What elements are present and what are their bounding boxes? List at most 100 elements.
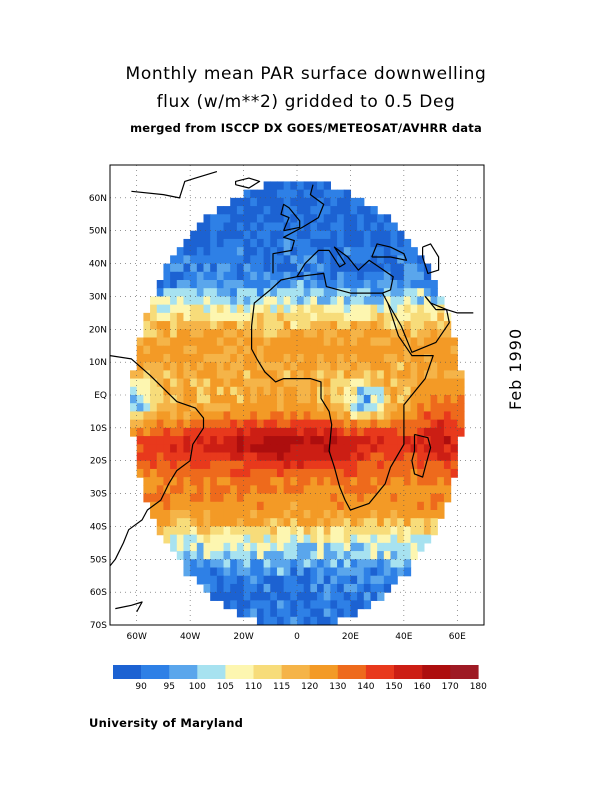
field-cell — [363, 304, 372, 314]
field-cell — [183, 419, 191, 429]
field-cell — [370, 353, 378, 363]
field-cell — [343, 485, 352, 495]
field-cell — [397, 468, 405, 478]
field-cell — [243, 608, 251, 618]
field-cell — [230, 510, 238, 519]
field-cell — [437, 312, 445, 322]
field-cell — [276, 510, 285, 519]
field-cell — [290, 312, 298, 322]
field-cell — [250, 288, 258, 298]
field-cell — [370, 370, 378, 380]
field-cell — [310, 452, 318, 462]
field-cell — [423, 419, 432, 429]
field-cell — [397, 353, 405, 363]
field-cell — [270, 345, 278, 355]
field-cell — [383, 395, 392, 404]
field-cell — [230, 214, 238, 224]
field-cell — [176, 263, 185, 273]
field-cell — [263, 214, 271, 224]
field-cell — [430, 329, 438, 339]
field-cell — [143, 395, 151, 404]
field-cell — [350, 477, 358, 486]
field-cell — [403, 460, 412, 470]
field-cell — [136, 345, 144, 355]
field-cell — [330, 419, 338, 429]
field-cell — [343, 419, 352, 429]
field-cell — [243, 444, 251, 454]
field-cell — [397, 312, 405, 322]
field-cell — [263, 403, 271, 413]
field-cell — [196, 542, 205, 552]
field-cell — [276, 592, 285, 601]
field-cell — [183, 353, 191, 363]
field-cell — [270, 608, 278, 618]
field-cell — [276, 280, 285, 289]
field-cell — [343, 600, 352, 610]
field-cell — [250, 296, 258, 306]
field-cell — [350, 362, 358, 371]
field-cell — [430, 403, 438, 413]
field-cell — [203, 477, 211, 486]
field-cell — [290, 468, 298, 478]
field-cell — [450, 444, 458, 454]
field-cell — [143, 477, 151, 486]
field-cell — [297, 321, 305, 330]
field-cell — [276, 362, 285, 371]
field-cell — [276, 452, 285, 462]
field-cell — [323, 280, 331, 289]
field-cell — [176, 321, 185, 330]
field-cell — [230, 247, 238, 256]
field-cell — [203, 444, 211, 454]
field-cell — [377, 592, 385, 601]
field-cell — [350, 247, 358, 256]
field-cell — [150, 378, 158, 388]
field-cell — [256, 222, 265, 232]
field-cell — [196, 444, 205, 454]
field-cell — [203, 362, 211, 371]
field-cell — [450, 411, 458, 421]
field-cell — [350, 583, 358, 593]
field-cell — [383, 230, 392, 240]
field-cell — [337, 238, 345, 248]
lat-tick-label: 10N — [89, 358, 107, 368]
field-cell — [317, 436, 325, 445]
field-cell — [243, 583, 251, 593]
field-cell — [310, 321, 318, 330]
field-cell — [236, 542, 245, 552]
field-cell — [243, 452, 251, 462]
field-cell — [357, 386, 365, 396]
field-cell — [403, 304, 412, 314]
field-cell — [270, 230, 278, 240]
field-cell — [210, 485, 218, 495]
field-cell — [330, 411, 338, 421]
field-cell — [243, 321, 251, 330]
field-cell — [250, 526, 258, 536]
field-cell — [290, 197, 298, 207]
field-cell — [423, 345, 432, 355]
field-cell — [323, 583, 331, 593]
field-cell — [297, 181, 305, 191]
field-cell — [383, 370, 392, 380]
field-cell — [397, 386, 405, 396]
field-cell — [163, 263, 171, 273]
field-cell — [250, 230, 258, 240]
field-cell — [256, 526, 265, 536]
field-cell — [170, 493, 178, 503]
field-cell — [216, 468, 225, 478]
field-cell — [203, 583, 211, 593]
field-cell — [270, 526, 278, 536]
field-cell — [437, 395, 445, 404]
field-cell — [230, 280, 238, 289]
field-cell — [163, 452, 171, 462]
field-cell — [423, 493, 432, 503]
field-cell — [297, 436, 305, 445]
field-cell — [256, 510, 265, 519]
field-cell — [377, 559, 385, 569]
field-cell — [457, 395, 465, 404]
field-cell — [236, 197, 245, 207]
field-cell — [150, 485, 158, 495]
field-cell — [423, 353, 432, 363]
field-cell — [270, 493, 278, 503]
field-cell — [357, 378, 365, 388]
field-cell — [343, 238, 352, 248]
